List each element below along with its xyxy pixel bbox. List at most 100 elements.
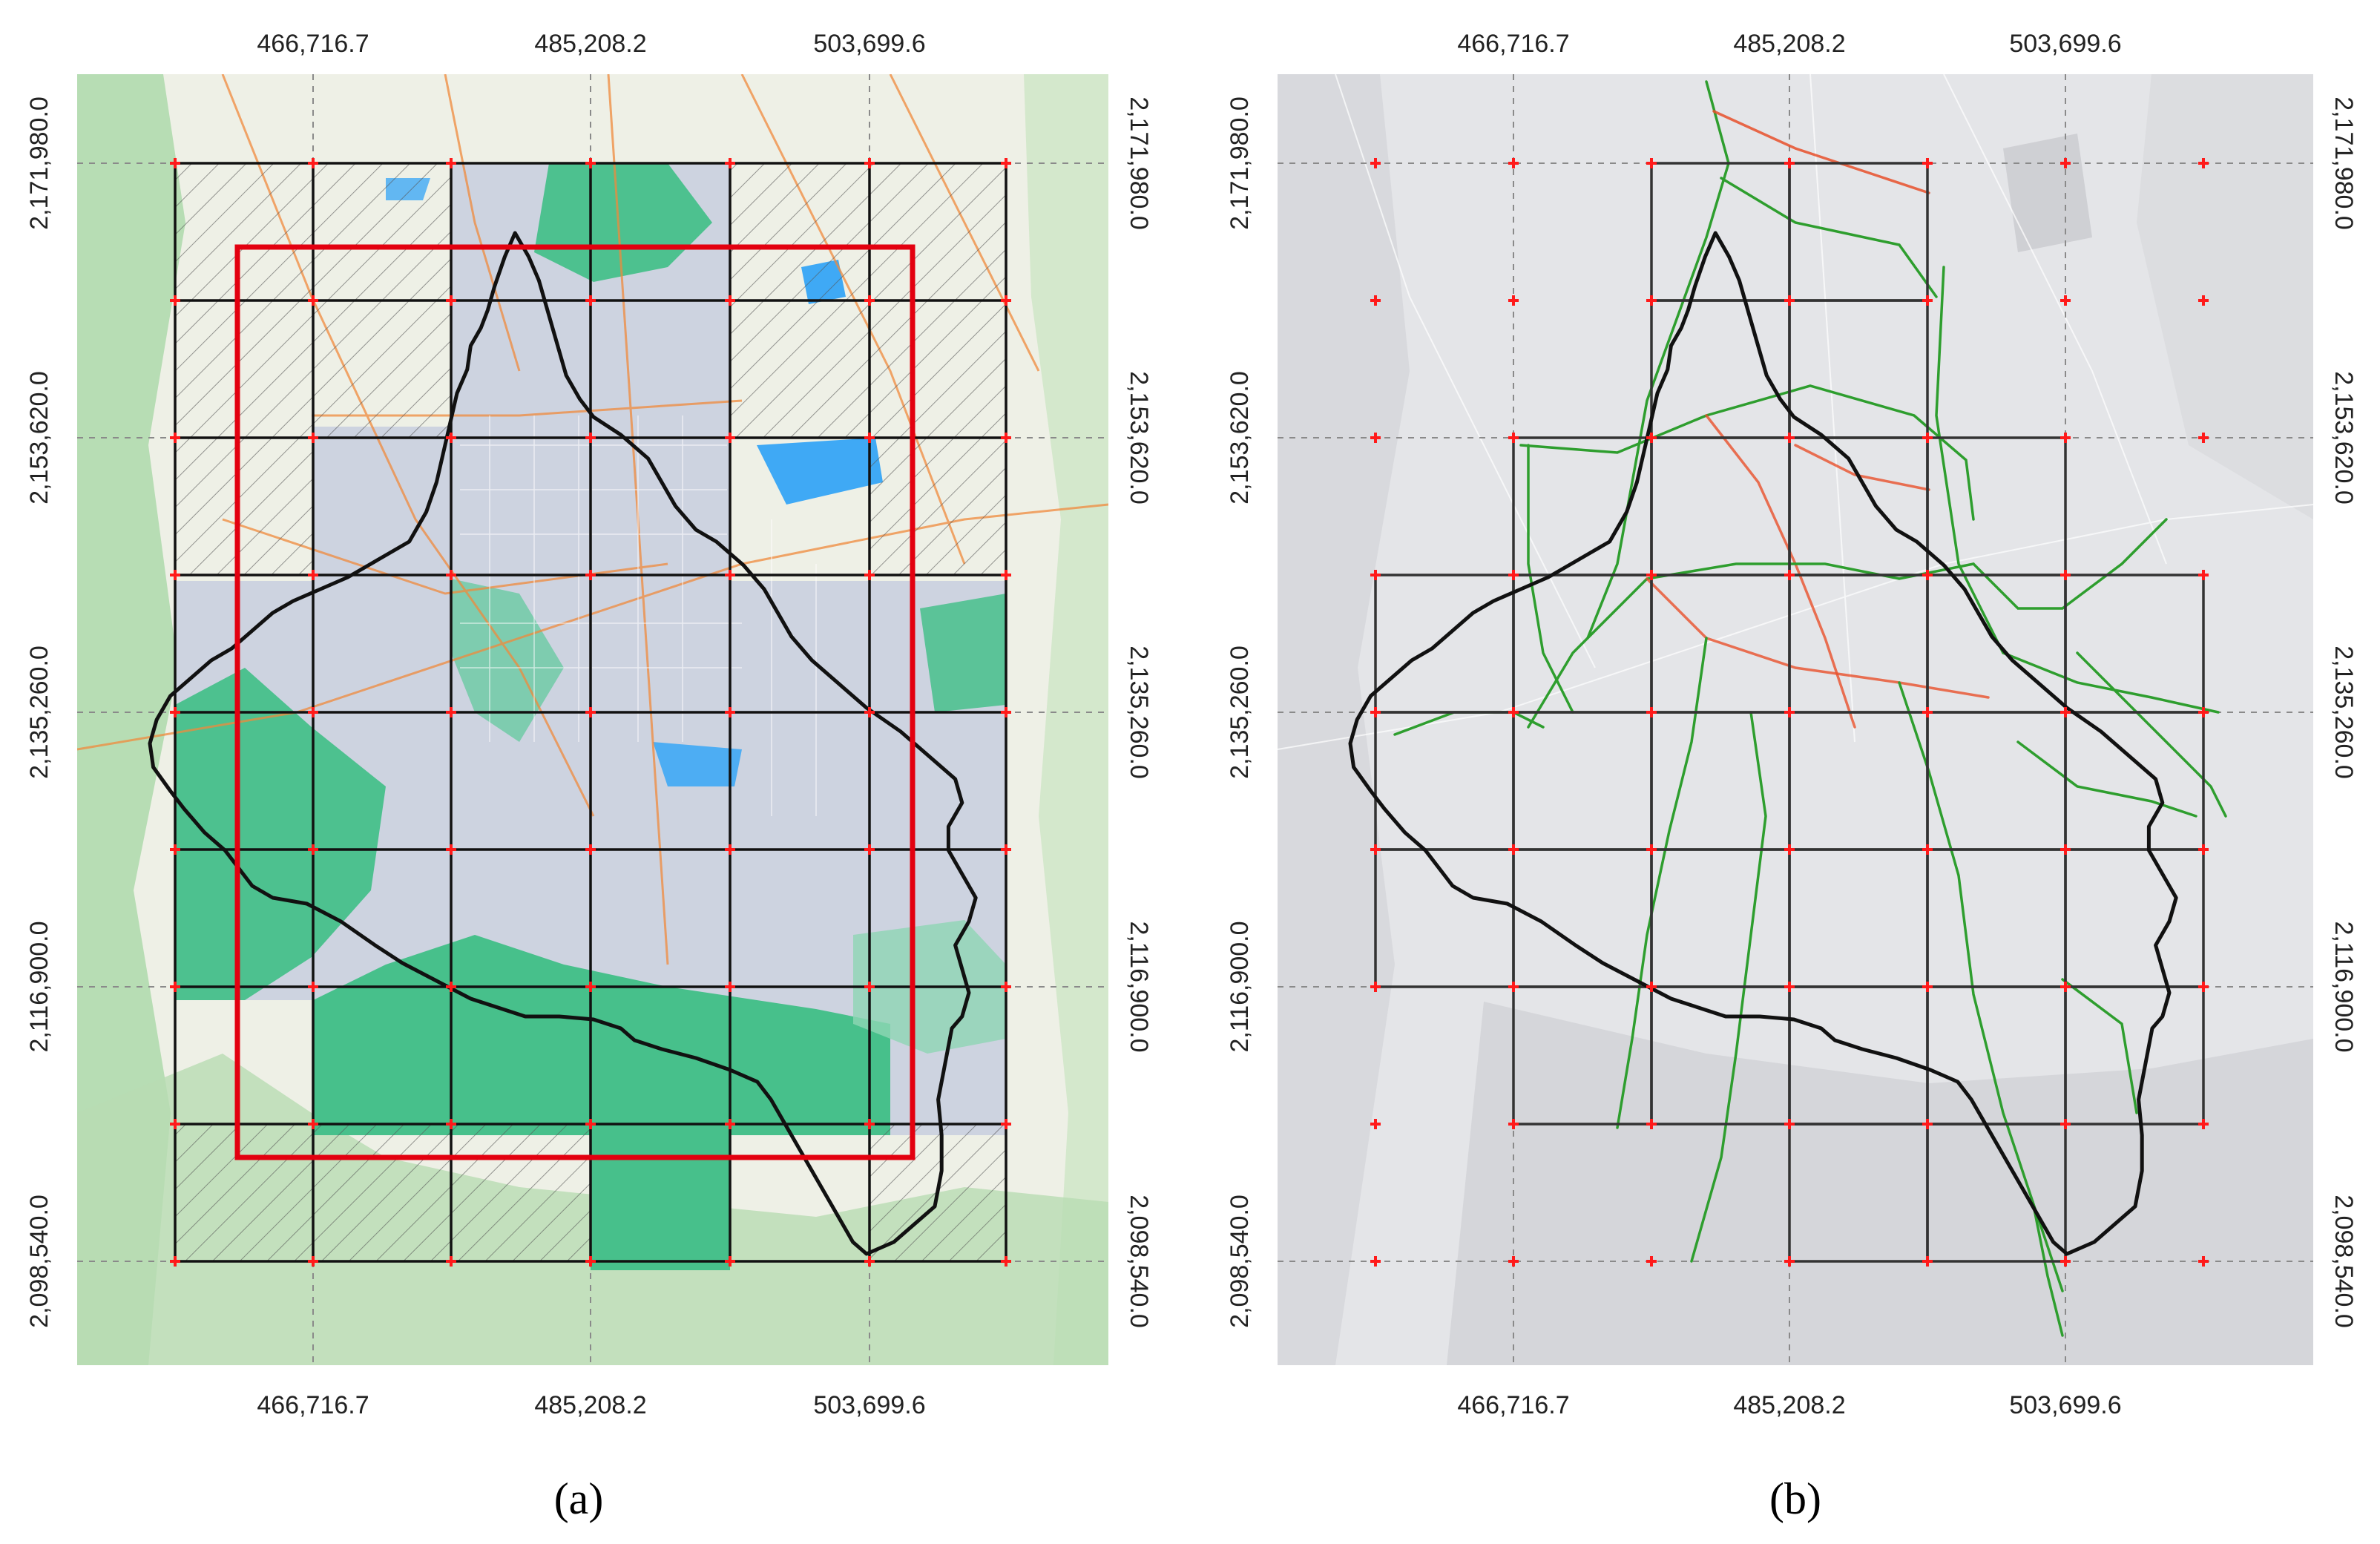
y-tick-label-left: 2,116,900.0 xyxy=(25,921,53,1052)
grid-marker xyxy=(1001,433,1011,443)
grid-marker xyxy=(864,707,875,717)
grid-marker xyxy=(864,1119,875,1129)
grid-marker xyxy=(170,433,180,443)
grid-marker xyxy=(1001,982,1011,992)
grid-marker xyxy=(308,158,318,168)
grid-marker xyxy=(2060,570,2071,580)
grid-marker xyxy=(2060,982,2071,992)
grid-marker xyxy=(1922,1256,1933,1267)
grid-marker xyxy=(725,433,735,443)
grid-marker xyxy=(2060,707,2071,717)
grid-marker xyxy=(2060,844,2071,855)
grid-marker xyxy=(1646,707,1657,717)
hatched-cell xyxy=(175,438,313,575)
hatched-cell xyxy=(313,300,451,438)
grid-marker xyxy=(1370,433,1381,443)
grid-marker xyxy=(2198,433,2209,443)
hatched-cell xyxy=(175,300,313,438)
grid-marker xyxy=(170,982,180,992)
y-tick-label-left: 2,153,620.0 xyxy=(1226,371,1254,505)
grid-marker xyxy=(1508,158,1519,168)
grid-marker xyxy=(1508,570,1519,580)
x-tick-label-bottom: 503,699.6 xyxy=(2009,1391,2121,1419)
grid-marker xyxy=(2198,707,2209,717)
grid-marker xyxy=(1001,295,1011,306)
panel-caption-a: (a) xyxy=(554,1474,604,1523)
grid-marker xyxy=(1646,1119,1657,1129)
grid-marker xyxy=(1922,707,1933,717)
grid-marker xyxy=(2198,295,2209,306)
grid-marker xyxy=(308,982,318,992)
grid-marker xyxy=(1922,1119,1933,1129)
grid-marker xyxy=(864,844,875,855)
grid-cell xyxy=(1926,1123,2067,1263)
grid-marker xyxy=(864,158,875,168)
grid-marker xyxy=(1646,433,1657,443)
grid-marker xyxy=(1508,1119,1519,1129)
grid-marker xyxy=(725,982,735,992)
grid-marker xyxy=(170,844,180,855)
y-tick-label-left: 2,153,620.0 xyxy=(25,371,53,505)
grid-marker xyxy=(446,982,456,992)
panel-caption-b: (b) xyxy=(1769,1474,1821,1523)
grid-marker xyxy=(585,1119,596,1129)
grid-markers-a xyxy=(170,158,1011,1267)
x-tick-label-top: 466,716.7 xyxy=(1457,30,1569,58)
grid-marker xyxy=(1646,158,1657,168)
grid-marker xyxy=(725,1256,735,1267)
grid-marker xyxy=(2198,570,2209,580)
y-tick-label-left: 2,171,980.0 xyxy=(25,96,53,230)
y-tick-label-right: 2,116,900.0 xyxy=(1125,921,1153,1052)
grid-marker xyxy=(1001,1256,1011,1267)
hatched-cell xyxy=(451,1124,591,1261)
grid-marker xyxy=(308,1119,318,1129)
y-tick-label-left: 2,135,260.0 xyxy=(25,645,53,779)
hatched-cell xyxy=(730,163,870,300)
grid-marker xyxy=(864,1256,875,1267)
grid-marker xyxy=(2198,1119,2209,1129)
grid-marker xyxy=(446,707,456,717)
y-tick-label-right: 2,171,980.0 xyxy=(2330,96,2358,230)
hatched-cell xyxy=(313,1124,451,1261)
grid-marker xyxy=(1370,982,1381,992)
hatched-cell xyxy=(730,300,870,438)
grid-marker xyxy=(585,158,596,168)
grid-marker xyxy=(170,158,180,168)
hatched-cell xyxy=(870,300,1006,438)
grid-marker xyxy=(2060,158,2071,168)
grid-marker xyxy=(1001,1119,1011,1129)
y-tick-label-left: 2,098,540.0 xyxy=(1226,1195,1254,1328)
grid-marker xyxy=(1508,295,1519,306)
y-tick-label-left: 2,098,540.0 xyxy=(25,1195,53,1328)
x-tick-label-bottom: 503,699.6 xyxy=(813,1391,925,1419)
grid-marker xyxy=(585,295,596,306)
grid-marker xyxy=(1922,844,1933,855)
grid-marker xyxy=(446,1256,456,1267)
grid-marker xyxy=(1508,1256,1519,1267)
grid-marker xyxy=(1508,982,1519,992)
grid-marker xyxy=(308,295,318,306)
grid-marker xyxy=(1370,570,1381,580)
grid-marker xyxy=(1922,433,1933,443)
grid-marker xyxy=(170,707,180,717)
grid-marker xyxy=(725,158,735,168)
y-tick-label-right: 2,135,260.0 xyxy=(2330,645,2358,779)
hatched-cell xyxy=(175,163,313,300)
x-tick-label-top: 485,208.2 xyxy=(1733,30,1845,58)
grid-marker xyxy=(2060,433,2071,443)
grid-marker xyxy=(2198,982,2209,992)
grid-b xyxy=(1374,162,2205,1263)
hatched-cell xyxy=(313,163,451,300)
hatched-cell xyxy=(870,163,1006,300)
grid-marker xyxy=(1646,982,1657,992)
y-tick-label-right: 2,098,540.0 xyxy=(1125,1195,1153,1328)
x-tick-label-bottom: 485,208.2 xyxy=(1733,1391,1845,1419)
grid-marker xyxy=(725,570,735,580)
hatched-cells-outside-region xyxy=(175,163,1006,1261)
grid-marker xyxy=(1922,570,1933,580)
grid-marker xyxy=(585,982,596,992)
grid-marker xyxy=(864,433,875,443)
grid-marker xyxy=(1922,982,1933,992)
grid-marker xyxy=(308,707,318,717)
grid-marker xyxy=(170,295,180,306)
